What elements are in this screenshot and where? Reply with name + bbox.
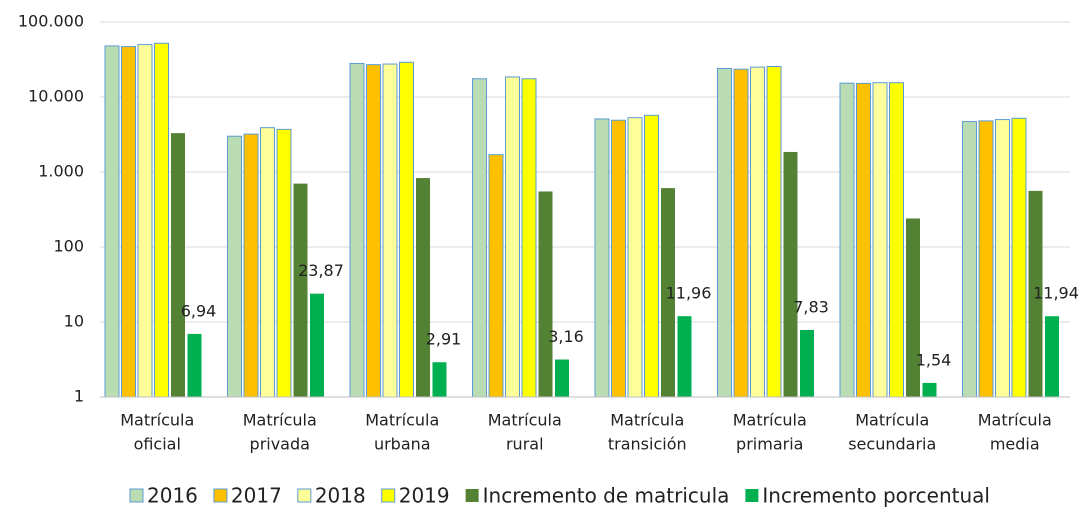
data-label: 11,94 <box>1033 284 1079 303</box>
data-label: 2,91 <box>426 330 462 349</box>
bar <box>856 82 871 398</box>
bar <box>661 188 675 397</box>
bar <box>488 154 504 398</box>
x-tick-label: Matrícula <box>365 411 439 430</box>
bar <box>922 382 937 397</box>
data-label: 7,83 <box>793 297 829 316</box>
bar <box>293 183 308 397</box>
x-tick-label: Matrícula <box>120 411 194 430</box>
x-tick-label: Matrícula <box>733 411 807 430</box>
bar <box>399 61 414 398</box>
legend-label: Incremento porcentual <box>762 484 990 508</box>
x-tick-label: rural <box>506 435 544 454</box>
x-tick-label: Matrícula <box>978 411 1052 430</box>
bar <box>137 44 153 398</box>
bar <box>472 78 487 398</box>
bar <box>644 114 659 398</box>
y-tick-label: 100 <box>53 237 84 256</box>
legend-swatch <box>297 488 312 503</box>
bar <box>750 66 765 398</box>
bar <box>227 135 242 398</box>
bar <box>505 76 520 398</box>
x-tick-label: Matrícula <box>243 411 317 430</box>
bar <box>733 68 749 398</box>
bar <box>276 128 292 398</box>
bar <box>717 67 732 398</box>
legend-swatch <box>381 488 396 503</box>
bar <box>889 82 904 398</box>
bar <box>432 362 447 397</box>
bar <box>611 119 626 398</box>
bar <box>906 218 920 397</box>
bar <box>382 63 398 398</box>
bar <box>349 62 365 398</box>
legend-swatch <box>129 488 144 503</box>
data-label: 23,87 <box>298 261 344 280</box>
bar <box>416 178 430 397</box>
bar <box>1011 117 1027 398</box>
x-tick-label: transición <box>608 435 687 454</box>
bar <box>677 316 692 397</box>
legend-label: 2019 <box>399 484 450 508</box>
bar <box>839 82 855 398</box>
legend-swatch <box>745 489 759 502</box>
x-tick-label: Matrícula <box>488 411 562 430</box>
x-tick-label: primaria <box>736 435 803 454</box>
y-tick-label: 10.000 <box>28 87 84 106</box>
bar <box>995 119 1010 398</box>
bar <box>538 191 553 397</box>
legend-label: 2018 <box>315 484 366 508</box>
bar <box>243 133 259 398</box>
bar <box>962 121 977 398</box>
bar <box>1028 190 1043 397</box>
x-tick-label: secundaria <box>848 435 936 454</box>
legend-swatch <box>213 488 228 503</box>
data-label: 3,16 <box>548 327 584 346</box>
bar <box>978 120 994 398</box>
y-tick-label: 10 <box>64 312 84 331</box>
bar <box>521 78 537 398</box>
x-tick-label: Matrícula <box>610 411 684 430</box>
y-tick-label: 100.000 <box>18 12 84 31</box>
bar <box>121 46 136 398</box>
x-tick-label: media <box>990 435 1040 454</box>
bar <box>310 293 324 397</box>
legend-label: 2016 <box>147 484 198 508</box>
y-tick-label: 1.000 <box>38 162 84 181</box>
legend-label: Incremento de matricula <box>483 484 730 508</box>
bar <box>1045 316 1059 397</box>
data-label: 1,54 <box>916 350 952 369</box>
x-tick-label: Matrícula <box>855 411 929 430</box>
bar <box>555 359 569 397</box>
bar <box>783 151 798 397</box>
bar <box>171 133 185 397</box>
bar <box>260 127 275 398</box>
bar <box>872 82 888 398</box>
data-label: 6,94 <box>181 301 217 320</box>
bar <box>154 42 169 398</box>
bar <box>104 45 120 398</box>
bar <box>594 118 610 398</box>
data-label: 11,96 <box>666 284 712 303</box>
bar <box>627 117 643 398</box>
x-tick-label: urbana <box>374 435 431 454</box>
y-tick-label: 1 <box>74 387 84 406</box>
bar <box>766 66 782 398</box>
bar <box>187 333 202 397</box>
x-tick-label: oficial <box>134 435 181 454</box>
legend-label: 2017 <box>231 484 282 508</box>
x-tick-label: privada <box>250 435 310 454</box>
legend-swatch <box>465 489 479 502</box>
bar <box>800 329 814 397</box>
bar <box>366 64 381 398</box>
